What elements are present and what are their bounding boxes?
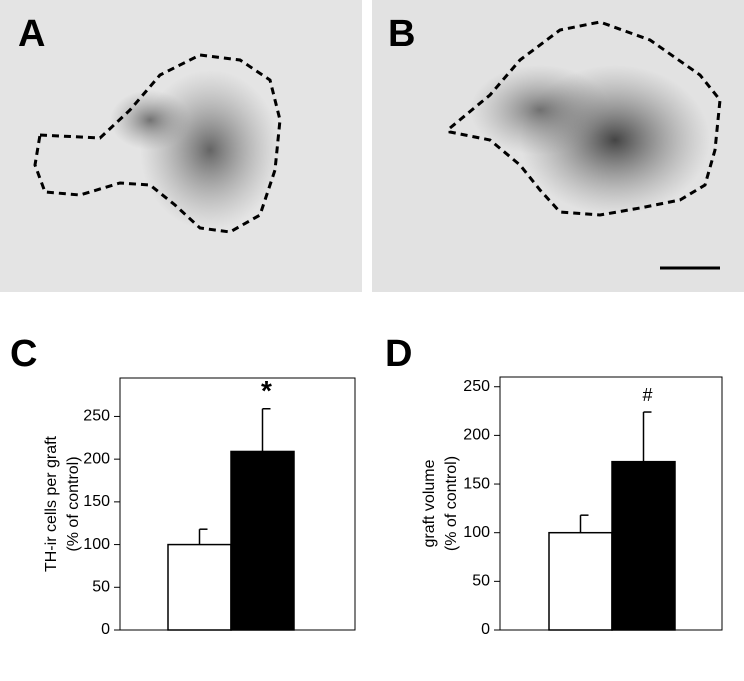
graft-outline [33, 53, 282, 234]
y-tick-label: 250 [83, 408, 110, 425]
y-tick-label: 100 [463, 524, 490, 541]
bar [167, 543, 232, 631]
y-tick-label: 150 [463, 475, 490, 492]
bar [611, 460, 676, 631]
panel-label: B [388, 13, 415, 55]
annotation: # [642, 385, 652, 405]
y-axis-label: graft volume [421, 459, 438, 547]
annotation: * [261, 375, 272, 406]
y-tick-label: 0 [481, 621, 490, 638]
panel-label: C [10, 333, 37, 375]
graft-outline [448, 20, 722, 217]
panel-label: A [18, 13, 45, 55]
y-tick-label: 0 [101, 621, 110, 638]
tissue [110, 90, 190, 150]
bar [548, 531, 613, 631]
y-tick-label: 250 [463, 378, 490, 395]
bar [230, 450, 295, 631]
y-tick-label: 200 [83, 450, 110, 467]
panel-label: D [385, 333, 412, 375]
y-tick-label: 150 [83, 493, 110, 510]
y-tick-label: 50 [92, 579, 110, 596]
y-tick-label: 200 [463, 427, 490, 444]
y-axis-label: (% of control) [65, 456, 82, 551]
y-axis-label: TH-ir cells per graft [43, 435, 60, 572]
y-tick-label: 50 [472, 573, 490, 590]
y-tick-label: 100 [83, 536, 110, 553]
y-axis-label: (% of control) [443, 456, 460, 551]
tissue [470, 65, 610, 155]
